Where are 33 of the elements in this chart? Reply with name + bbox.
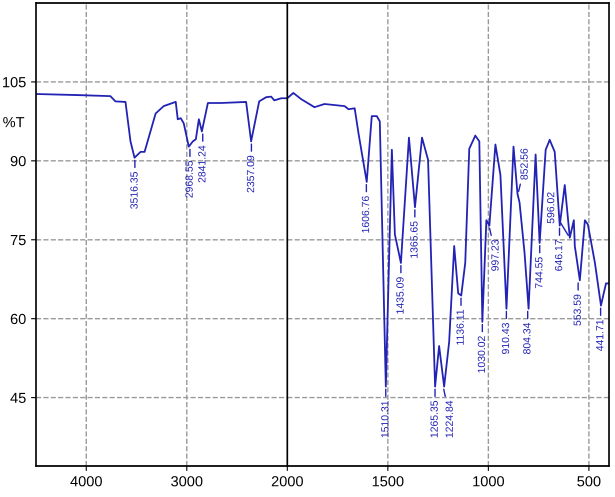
annotation: 1510.31 bbox=[381, 400, 389, 438]
annotation: 997.23 bbox=[491, 240, 499, 271]
x-tick-label: 1500 bbox=[372, 476, 404, 486]
y-tick-label: 105 bbox=[3, 77, 26, 88]
annotation: 2357.09 bbox=[246, 156, 254, 192]
annotation: 553.59 bbox=[574, 294, 581, 326]
annotation: 1365.65 bbox=[410, 221, 418, 258]
annotation: 1030.02 bbox=[478, 336, 486, 373]
annotation: 852.56 bbox=[520, 148, 528, 180]
x-tick-label: 3000 bbox=[171, 476, 202, 486]
annotation: 1224.84 bbox=[446, 400, 453, 438]
y-tick-label: 90 bbox=[10, 156, 26, 166]
annotation: 804.34 bbox=[523, 322, 531, 354]
annotation: 646.17 bbox=[554, 240, 562, 271]
annotation: 1606.76 bbox=[362, 196, 370, 233]
x-tick-label: 500 bbox=[577, 476, 600, 486]
annotation: 441.71 bbox=[596, 320, 604, 352]
annotation: 3516.35 bbox=[130, 172, 138, 209]
annotation: 2841.24 bbox=[198, 146, 206, 182]
annotation: 1136.11 bbox=[456, 310, 464, 345]
y-tick-label: 60 bbox=[10, 314, 26, 324]
annotation: 596.02 bbox=[546, 192, 554, 224]
y-tick-label: 75 bbox=[10, 235, 26, 246]
annotation: 744.55 bbox=[535, 257, 543, 288]
x-tick-label: 2000 bbox=[272, 476, 303, 486]
y-axis-title: %T bbox=[3, 117, 24, 128]
annotation: 1435.09 bbox=[396, 277, 404, 314]
x-tick-label: 1000 bbox=[473, 476, 504, 486]
annotation: 1265.35 bbox=[430, 400, 438, 438]
annotation: 910.43 bbox=[502, 323, 510, 354]
x-tick-label: 4000 bbox=[70, 476, 102, 486]
annotation: 2968.55 bbox=[185, 160, 193, 198]
y-tick-label: 45 bbox=[10, 392, 26, 404]
